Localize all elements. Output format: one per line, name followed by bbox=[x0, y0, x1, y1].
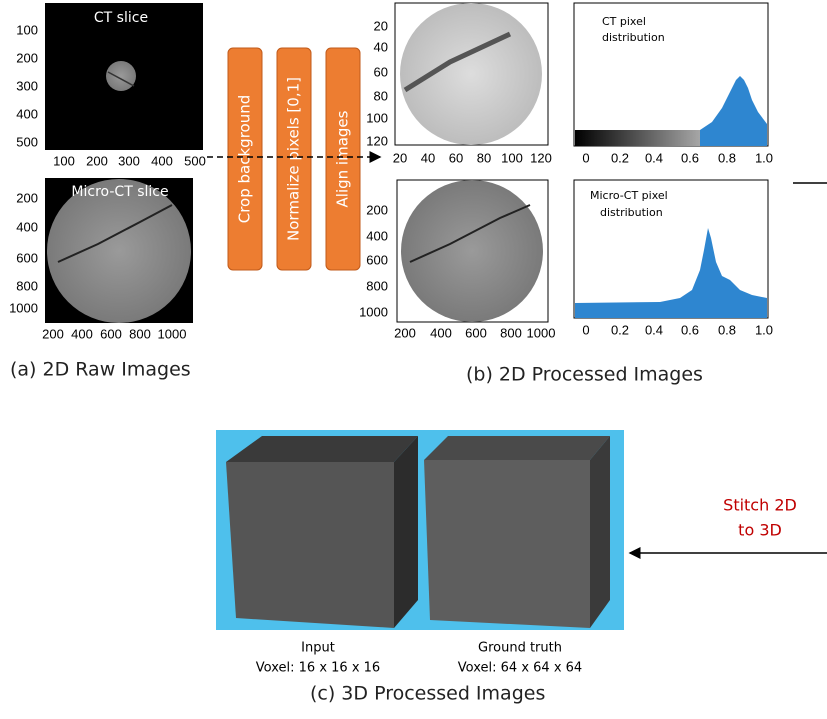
panel-label: CT slice bbox=[94, 10, 148, 26]
y-tick-label: 40 bbox=[374, 39, 388, 54]
x-tick-label: 400 bbox=[151, 153, 173, 168]
caption: (b) 2D Processed Images bbox=[466, 364, 703, 386]
y-tick-label: 500 bbox=[16, 134, 38, 149]
y-tick-label: 60 bbox=[374, 64, 388, 79]
x-tick-label: 800 bbox=[129, 326, 151, 341]
stitch-label: Stitch 2D bbox=[723, 496, 797, 515]
x-tick-label: 400 bbox=[430, 325, 452, 340]
y-tick-label: 20 bbox=[374, 18, 388, 33]
y-tick-label: 200 bbox=[16, 50, 38, 65]
y-tick-label: 1000 bbox=[359, 304, 388, 319]
y-tick-label: 200 bbox=[16, 190, 38, 205]
x-tick-label: 1000 bbox=[158, 326, 187, 341]
cube-front bbox=[226, 462, 394, 628]
y-tick-label: 400 bbox=[16, 219, 38, 234]
y-tick-label: 600 bbox=[366, 252, 388, 267]
hist-title: Micro-CT pixel bbox=[590, 189, 668, 202]
cube-label: Input bbox=[301, 641, 335, 656]
x-tick-label: 600 bbox=[465, 325, 487, 340]
y-tick-label: 80 bbox=[374, 88, 388, 103]
y-tick-label: 1000 bbox=[9, 300, 38, 315]
cube-side bbox=[590, 436, 610, 628]
microct-disc bbox=[47, 179, 191, 323]
x-tick-label: 0.6 bbox=[681, 322, 699, 337]
y-tick-label: 100 bbox=[366, 110, 388, 125]
hist-title: distribution bbox=[602, 31, 665, 44]
y-tick-label: 120 bbox=[366, 133, 388, 148]
x-tick-label: 600 bbox=[100, 326, 122, 341]
x-tick-label: 0.4 bbox=[645, 322, 663, 337]
cube-front bbox=[424, 460, 590, 628]
x-tick-label: 0.8 bbox=[718, 150, 736, 165]
x-tick-label: 0.2 bbox=[611, 322, 629, 337]
x-tick-label: 0 bbox=[582, 150, 589, 165]
hist-title: CT pixel bbox=[602, 15, 646, 28]
cube-side bbox=[394, 436, 418, 628]
x-tick-label: 0.6 bbox=[681, 150, 699, 165]
x-tick-label: 100 bbox=[501, 150, 523, 165]
cube-top bbox=[424, 436, 610, 460]
y-tick-label: 400 bbox=[366, 228, 388, 243]
hist-title: distribution bbox=[600, 206, 663, 219]
cube-label: Ground truth bbox=[478, 641, 562, 656]
y-tick-label: 200 bbox=[366, 202, 388, 217]
y-tick-label: 800 bbox=[16, 278, 38, 293]
x-tick-label: 120 bbox=[530, 150, 552, 165]
panel-label: Micro-CT slice bbox=[71, 184, 168, 200]
x-tick-label: 400 bbox=[71, 326, 93, 341]
caption: (a) 2D Raw Images bbox=[10, 359, 191, 381]
cube-label: Voxel: 64 x 64 x 64 bbox=[458, 661, 582, 676]
ct-disc bbox=[106, 61, 136, 91]
cube-label: Voxel: 16 x 16 x 16 bbox=[256, 661, 380, 676]
y-tick-label: 800 bbox=[366, 278, 388, 293]
y-tick-label: 100 bbox=[16, 22, 38, 37]
processed-microct-disc bbox=[401, 180, 543, 322]
y-tick-label: 300 bbox=[16, 78, 38, 93]
x-tick-label: 100 bbox=[53, 153, 75, 168]
x-tick-label: 200 bbox=[394, 325, 416, 340]
step-label: Align images bbox=[334, 110, 352, 207]
x-tick-label: 80 bbox=[477, 150, 491, 165]
x-tick-label: 60 bbox=[449, 150, 463, 165]
x-tick-label: 1.0 bbox=[755, 150, 773, 165]
x-tick-label: 0.8 bbox=[718, 322, 736, 337]
x-tick-label: 20 bbox=[393, 150, 407, 165]
x-tick-label: 40 bbox=[421, 150, 435, 165]
x-tick-label: 500 bbox=[184, 153, 206, 168]
x-tick-label: 0 bbox=[582, 322, 589, 337]
x-tick-label: 0.2 bbox=[611, 150, 629, 165]
x-tick-label: 1000 bbox=[527, 325, 556, 340]
caption: (c) 3D Processed Images bbox=[310, 683, 545, 705]
figure: CT slice Micro-CT slice Crop background … bbox=[0, 0, 827, 719]
x-tick-label: 800 bbox=[500, 325, 522, 340]
x-tick-label: 0.4 bbox=[645, 150, 663, 165]
x-tick-label: 1.0 bbox=[755, 322, 773, 337]
x-tick-label: 300 bbox=[118, 153, 140, 168]
stitch-label: to 3D bbox=[738, 521, 782, 540]
x-tick-label: 200 bbox=[86, 153, 108, 168]
step-label: Crop background bbox=[236, 95, 254, 224]
x-tick-label: 200 bbox=[42, 326, 64, 341]
y-tick-label: 600 bbox=[16, 250, 38, 265]
step-label: Normalize pixels [0,1] bbox=[285, 77, 303, 241]
y-tick-label: 400 bbox=[16, 106, 38, 121]
processed-ct-disc bbox=[400, 3, 542, 145]
